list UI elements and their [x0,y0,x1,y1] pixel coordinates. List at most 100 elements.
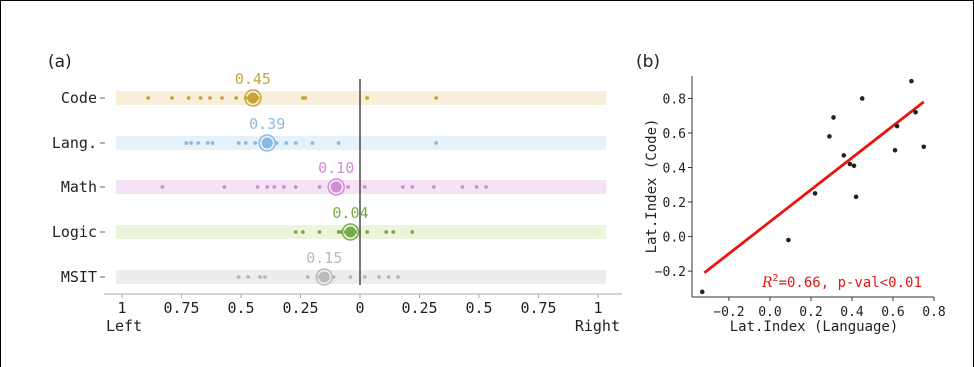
row-bands [116,91,606,284]
row-label-3: Logic [52,223,97,241]
row-4-point-1 [246,275,251,279]
row-1-point-5 [236,141,241,145]
x-tick-label-8: 1 [593,299,602,317]
x-tick-label-4: 0 [355,299,364,317]
row-2-point-5 [281,185,286,189]
row-1-point-7 [253,141,258,145]
row-3-mean-label: 0.04 [332,204,368,222]
row-label-2: Math [61,178,97,196]
scatter-point-2 [812,191,818,196]
x-tick-label-7: 0.75 [520,299,556,317]
row-2-point-11 [400,185,405,189]
row-4-mean-dot [318,271,330,283]
row-0-mean-dot [247,92,259,104]
row-2-point-4 [272,185,277,189]
panel-a-label: (a) [48,52,72,72]
scatter-point-8 [853,194,859,200]
row-3-point-1 [300,230,305,234]
row-0-point-5 [220,96,224,100]
row-4-point-0 [236,275,241,279]
row-1-point-0 [184,141,189,145]
y-tick-label-3: 0.4 [663,162,687,177]
row-0-mean-ring [244,89,262,107]
row-3-point-8 [384,230,389,234]
row-1-point-6 [243,141,248,145]
scatter-point-10 [892,147,898,153]
row-4-point-10 [386,275,391,279]
y-tick-label-2: 0.2 [663,196,686,211]
row-means: 0.45 0.39 0.10 0.04 0.15 [235,70,369,286]
row-2-point-7 [317,185,322,189]
row-0-point-3 [198,96,203,100]
row-1-point-12 [310,141,315,145]
row-1-point-14 [434,141,439,145]
scatter-point-0 [699,289,705,295]
row-1-point-10 [284,141,289,145]
x-tick-label-5: 0.8 [922,305,945,320]
row-3-point-2 [317,230,322,234]
row-1-mean-ring [258,134,276,152]
row-0-point-2 [186,96,191,100]
row-0-point-6 [234,96,239,100]
row-2-mean-dot [330,181,342,193]
row-2-point-6 [293,185,298,189]
y-tick-label-0: −0.2 [655,265,686,280]
row-1-point-4 [210,141,215,145]
row-labels: Code Lang. Math Logic MSIT [52,89,105,286]
scatter-point-5 [841,153,847,158]
row-3-mean-ring [341,223,360,241]
scatter-point-1 [786,237,791,243]
x-axis-title: Lat.Index (Language) [730,319,899,335]
row-2-point-12 [410,185,415,189]
row-3-point-10 [410,230,415,234]
row-1-mean-dot [261,137,273,149]
scatter-point-3 [827,134,832,139]
y-tick-label-4: 0.6 [663,127,686,142]
row-label-0: Code [61,89,97,107]
row-1-point-13 [336,141,341,145]
row-band-0 [116,91,606,105]
row-2-point-10 [362,185,367,189]
x-tick-label-6: 0.5 [465,299,492,317]
x-tick-label-2: 0.5 [227,299,254,317]
row-label-4: MSIT [61,268,97,286]
row-2-point-15 [474,185,479,189]
row-4-point-7 [348,275,353,279]
row-1-point-2 [196,141,201,145]
scatter-point-11 [894,123,900,129]
x-tick-label-0: −0.2 [713,305,744,320]
x-tick-label-5: 0.25 [401,299,437,317]
row-band-4 [116,270,606,284]
row-1-mean-label: 0.39 [249,115,285,133]
row-2-mean-ring [327,178,345,196]
panel-b-correlation-chart: (b) −0.2 0.0 0.2 0.4 0.6 0.8 −0.2 0.0 0.2 0.4 0.6… [636,52,946,335]
panel-a-lateralization-chart: (a) 0.45 0.39 0.10 0.04 0.15 Code Lang. Math Lo… [48,52,622,335]
y-ticks: −0.2 0.0 0.2 0.4 0.6 0.8 [655,92,692,280]
x-end-label-left: Left [106,317,142,335]
row-2-point-1 [222,185,227,189]
row-label-1: Lang. [52,134,97,152]
row-1-point-3 [205,141,210,145]
row-2-point-13 [431,185,436,189]
x-tick-label-3: 0.25 [282,299,318,317]
regression-line [703,100,925,274]
r2-symbol: R [761,275,773,291]
r2-exponent: 2 [773,273,779,284]
y-axis-title: Lat.Index (Code) [644,119,660,254]
row-2-point-0 [160,185,165,189]
scatter-point-4 [831,115,836,120]
row-2-point-3 [265,185,270,189]
x-tick-label-1: 0.0 [758,305,781,320]
row-0-point-11 [365,96,370,100]
row-4-mean-label: 0.15 [306,249,342,267]
scatter-point-12 [909,78,914,84]
row-4-point-11 [396,275,400,279]
row-1-point-11 [293,141,298,145]
row-4-point-8 [362,275,367,279]
row-2-point-2 [255,185,260,189]
row-band-2 [116,180,606,194]
x-end-label-right: Right [575,317,620,335]
row-3-point-7 [365,230,370,234]
row-4-mean-ring [315,268,334,286]
